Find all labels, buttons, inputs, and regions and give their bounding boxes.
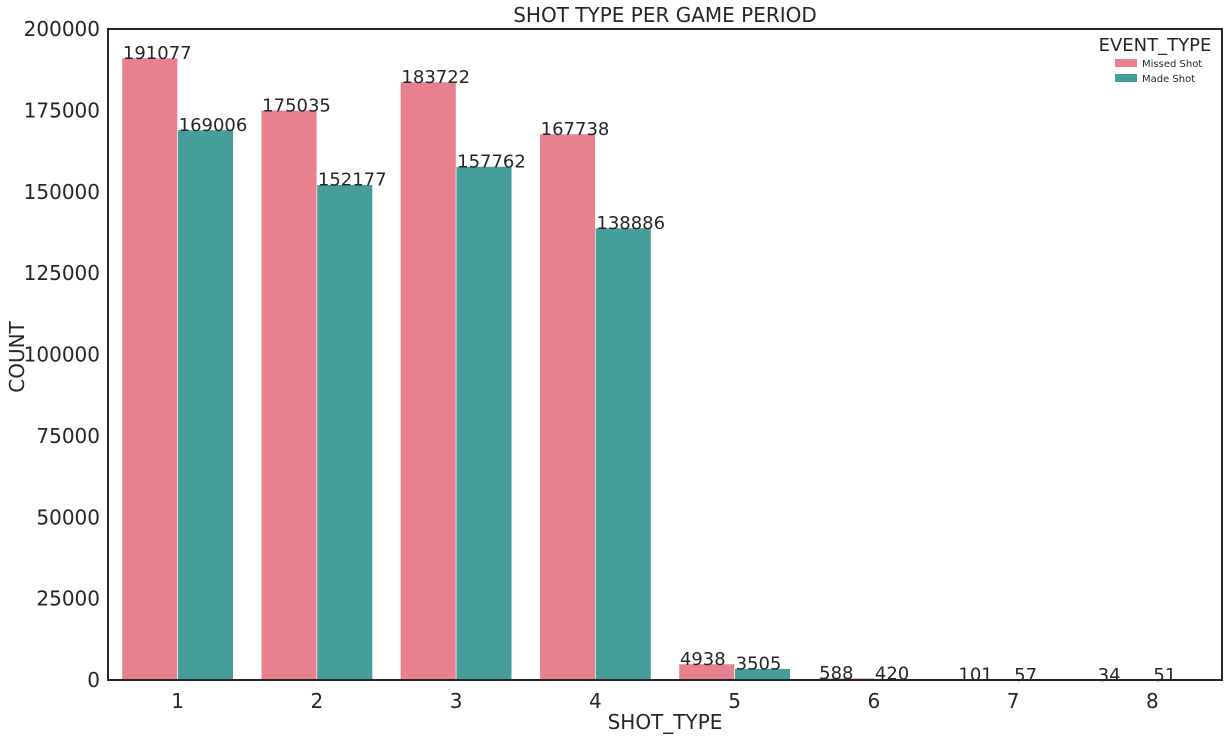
x-tick-label: 8 [1146,689,1159,713]
x-tick-label: 1 [171,689,184,713]
x-axis-title: SHOT_TYPE [608,710,723,734]
x-tick-label: 5 [728,689,741,713]
x-tick-label: 3 [450,689,463,713]
bar-missed-shot-3 [400,81,457,681]
y-ticks-layer: 0 25000 50000 75000 100000 125000 150000 175000… [24,17,100,692]
y-tick-label: 75000 [36,424,100,448]
legend-title: EVENT_TYPE [1099,35,1212,56]
data-label: 101 [958,665,992,686]
x-tick-label: 2 [311,689,324,713]
bar-made-shot-4 [595,227,652,681]
y-tick-label: 0 [87,668,100,692]
data-label: 588 [819,663,853,684]
data-label: 183722 [401,67,470,88]
legend: EVENT_TYPE Missed Shot Made Shot [1099,35,1212,85]
bars-layer [121,57,1209,681]
legend-label: Missed Shot [1142,59,1202,70]
y-axis-title: COUNT [5,320,29,392]
data-label: 57 [1014,665,1037,686]
data-label: 420 [875,664,909,685]
bar-made-shot-3 [455,166,513,681]
legend-swatch [1115,59,1137,67]
x-tick-label: 6 [868,689,881,713]
bar-made-shot-1 [177,129,234,681]
plot-frame [107,28,1223,681]
data-label: 138886 [596,213,665,234]
y-tick-label: 150000 [24,180,100,204]
y-tick-label: 25000 [36,587,100,611]
y-tick-label: 125000 [24,261,100,285]
chart-title: SHOT TYPE PER GAME PERIOD [513,3,817,27]
y-tick-label: 100000 [24,343,100,367]
y-tick-label: 50000 [36,505,100,529]
data-label: 157762 [457,151,526,172]
data-label: 152177 [318,170,387,191]
y-tick-label: 175000 [24,98,100,122]
data-label: 191077 [123,43,192,64]
bar-missed-shot-2 [260,109,318,681]
data-label: 51 [1153,665,1176,686]
data-label: 34 [1098,665,1121,686]
legend-swatch [1115,74,1137,82]
x-tick-label: 7 [1007,689,1020,713]
bar-made-shot-2 [316,184,373,681]
data-label: 3505 [736,654,782,675]
legend-label: Made Shot [1142,74,1195,85]
data-label: 169006 [179,115,248,136]
bar-missed-shot-1 [121,57,178,681]
y-tick-label: 200000 [24,17,100,41]
x-ticks-layer: 1 2 3 4 5 6 7 8 [171,689,1158,713]
bar-missed-shot-4 [539,133,596,681]
data-label: 4938 [680,649,726,670]
x-tick-label: 4 [589,689,602,713]
data-label: 175035 [262,95,331,116]
data-label: 167738 [541,119,610,140]
